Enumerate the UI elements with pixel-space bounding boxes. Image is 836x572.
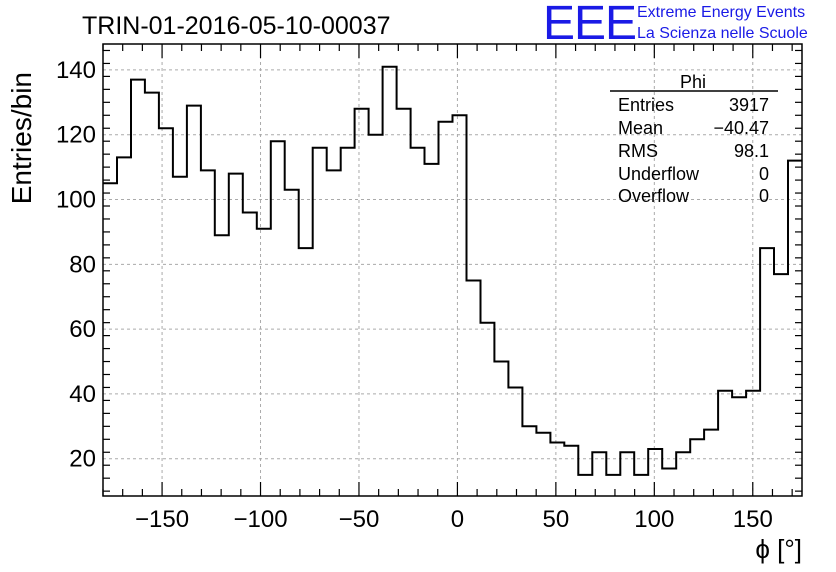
bin-38 [634, 475, 648, 496]
x-tick-label-2: −50 [339, 506, 380, 533]
bin-24 [439, 122, 453, 496]
axis-ticks [102, 44, 802, 496]
stats-underflow-value: 0 [759, 164, 769, 184]
chart-title: TRIN-01-2016-05-10-00037 [82, 12, 391, 40]
bin-49 [788, 161, 802, 496]
stats-underflow-label: Underflow [618, 164, 700, 184]
bin-28 [494, 362, 508, 496]
bin-46 [746, 391, 760, 496]
bin-35 [592, 452, 606, 496]
y-tick-label-2: 60 [69, 316, 96, 343]
stats-box: Phi Entries 3917 Mean −40.47 RMS 98.1 Un… [610, 72, 778, 206]
bin-43 [704, 430, 718, 496]
bin-26 [466, 281, 480, 496]
grid-lines [103, 44, 802, 496]
stats-mean-value: −40.47 [713, 118, 769, 138]
bin-13 [285, 190, 299, 496]
bin-21 [397, 109, 411, 496]
stats-entries-value: 3917 [729, 95, 769, 115]
bin-3 [145, 93, 159, 496]
histogram-outline [103, 65, 802, 476]
bin-39 [648, 449, 662, 496]
bin-5 [173, 177, 187, 496]
y-axis-label: Entries/bin [6, 72, 37, 204]
bin-48 [774, 274, 788, 496]
bin-32 [550, 443, 564, 496]
bin-6 [187, 106, 201, 496]
bin-42 [690, 439, 704, 496]
bin-44 [718, 391, 732, 496]
bin-16 [327, 170, 341, 496]
bin-9 [229, 174, 243, 496]
bin-34 [578, 475, 592, 496]
bin-2 [131, 80, 145, 496]
bin-12 [271, 141, 285, 496]
stats-entries-label: Entries [618, 95, 674, 115]
x-tick-label-6: 150 [733, 506, 773, 533]
bin-4 [159, 128, 173, 496]
logo-line-2: La Scienza nelle Scuole [637, 25, 808, 42]
bin-29 [508, 387, 522, 496]
bin-23 [425, 164, 439, 496]
x-tick-label-3: 0 [451, 506, 464, 533]
y-tick-label-5: 120 [56, 122, 96, 149]
x-axis-label: ϕ [°] [755, 534, 802, 564]
x-tick-label-4: 50 [543, 506, 570, 533]
bin-31 [536, 433, 550, 496]
stats-mean-label: Mean [618, 118, 663, 138]
bin-10 [243, 212, 257, 496]
bin-14 [299, 248, 313, 496]
bin-20 [383, 67, 397, 496]
bin-11 [257, 229, 271, 496]
bin-41 [676, 452, 690, 496]
bin-47 [760, 248, 774, 496]
y-tick-label-6: 140 [56, 57, 96, 84]
bin-15 [313, 148, 327, 496]
x-tick-label-0: −150 [135, 506, 189, 533]
bin-0 [103, 183, 117, 496]
y-tick-label-3: 80 [69, 251, 96, 278]
bin-1 [117, 157, 131, 496]
histogram-bars [103, 65, 802, 496]
bin-17 [341, 148, 355, 496]
bin-30 [522, 426, 536, 496]
bin-36 [606, 475, 620, 496]
bin-19 [369, 135, 383, 496]
x-tick-label-1: −100 [233, 506, 287, 533]
y-tick-label-0: 20 [69, 446, 96, 473]
bin-7 [201, 170, 215, 496]
y-tick-label-4: 100 [56, 187, 96, 214]
stats-rms-label: RMS [618, 141, 658, 161]
bin-37 [620, 452, 634, 496]
axis-tick-labels: −150 −100 −50 0 50 100 150 20 40 60 80 100 120 140 [56, 57, 773, 533]
stats-overflow-label: Overflow [618, 186, 690, 206]
plot-frame [102, 43, 803, 497]
bin-27 [480, 323, 494, 496]
bin-8 [215, 235, 229, 496]
bin-18 [355, 109, 369, 496]
stats-rms-value: 98.1 [734, 141, 769, 161]
bin-22 [411, 148, 425, 496]
stats-title: Phi [680, 72, 706, 92]
stats-overflow-value: 0 [759, 186, 769, 206]
logo-line-1: Extreme Energy Events [637, 4, 806, 21]
bin-33 [564, 446, 578, 496]
bin-25 [453, 115, 467, 496]
x-tick-label-5: 100 [634, 506, 674, 533]
bin-45 [732, 397, 746, 496]
y-tick-label-1: 40 [69, 381, 96, 408]
eee-logo: EEE [543, 0, 637, 50]
